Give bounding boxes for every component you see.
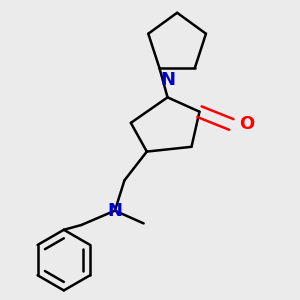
- Text: N: N: [107, 202, 122, 220]
- Text: N: N: [160, 71, 175, 89]
- Text: O: O: [239, 116, 255, 134]
